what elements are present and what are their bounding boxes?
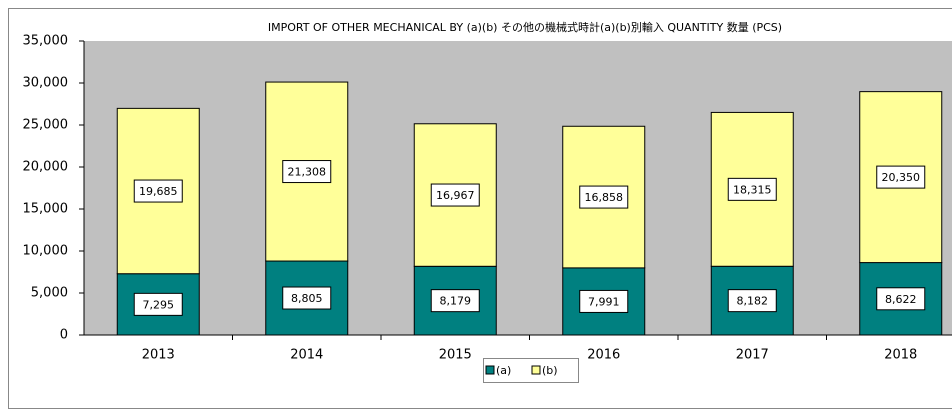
legend-swatch (531, 365, 541, 375)
x-tick-label: 2013 (142, 348, 175, 363)
value-label-box (579, 185, 629, 209)
x-tick-label: 2018 (884, 348, 917, 363)
value-label: 8,805 (291, 292, 323, 305)
value-label-box (876, 165, 926, 189)
y-tick-label: 25,000 (23, 118, 69, 133)
plot-area (84, 41, 952, 335)
value-label-box (876, 287, 926, 311)
chart-title: IMPORT OF OTHER MECHANICAL BY (a)(b) その他… (268, 20, 782, 34)
value-label-box (282, 286, 332, 310)
y-tick-label: 15,000 (23, 202, 69, 217)
x-tick-label: 2017 (736, 348, 769, 363)
value-label: 7,991 (588, 295, 620, 308)
y-tick-label: 20,000 (23, 160, 69, 175)
x-tick-label: 2015 (439, 348, 472, 363)
value-label: 19,685 (139, 185, 178, 198)
value-label: 16,967 (436, 189, 475, 202)
y-tick-label: 5,000 (31, 286, 68, 301)
value-label: 16,858 (585, 191, 624, 204)
legend-box (483, 358, 579, 383)
value-label-box (133, 292, 183, 316)
value-label-box (579, 289, 629, 313)
value-label-box (282, 160, 332, 184)
y-tick-label: 30,000 (23, 76, 69, 91)
value-label-box (727, 177, 777, 201)
value-label: 7,295 (143, 298, 175, 311)
x-tick-label: 2016 (587, 348, 620, 363)
x-tick-label: 2014 (290, 348, 323, 363)
value-label-box (727, 289, 777, 313)
legend-swatch (485, 365, 495, 375)
value-label: 18,315 (733, 183, 772, 196)
legend-label: (a) (496, 364, 511, 377)
value-label: 8,622 (885, 293, 917, 306)
value-label: 8,179 (440, 295, 472, 308)
value-label-box (133, 179, 183, 203)
y-tick-label: 0 (60, 328, 68, 343)
value-label-box (430, 183, 480, 207)
value-label-box (430, 289, 480, 313)
y-tick-label: 35,000 (23, 34, 69, 49)
value-label: 20,350 (882, 171, 921, 184)
value-label: 21,308 (288, 166, 327, 179)
value-label: 8,182 (737, 295, 769, 308)
y-tick-label: 10,000 (23, 244, 69, 259)
legend-label: (b) (542, 364, 558, 377)
